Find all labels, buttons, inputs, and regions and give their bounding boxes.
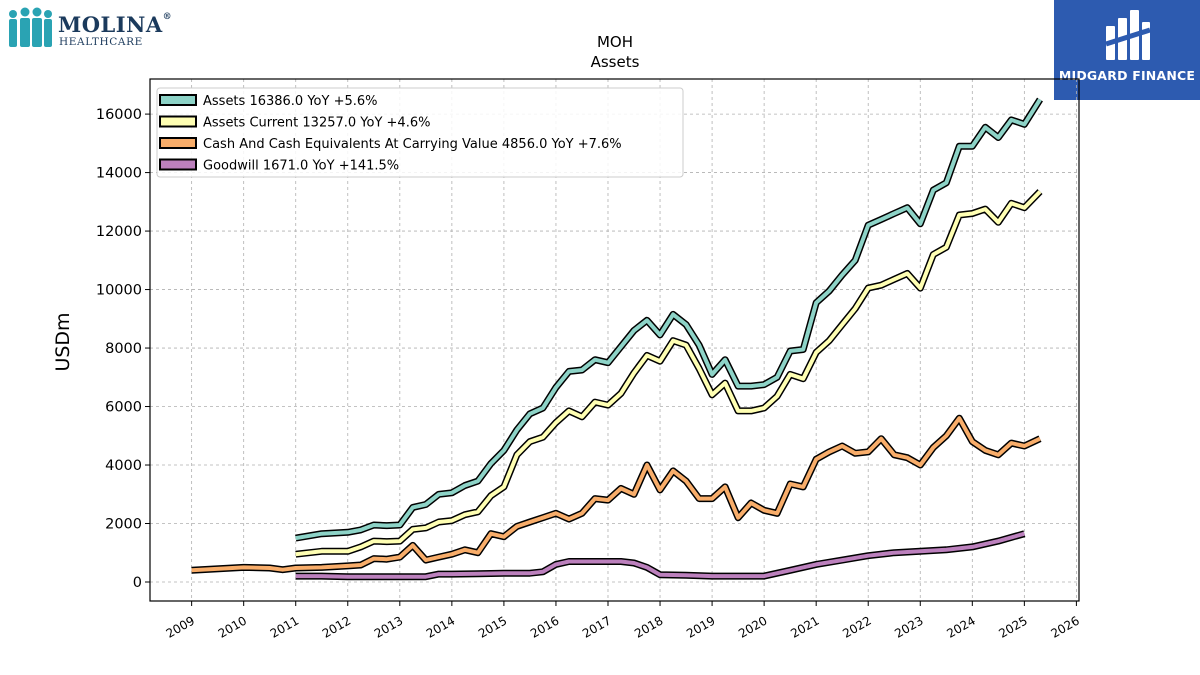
y-tick-label: 4000 (105, 458, 142, 474)
x-tick-label: 2015 (476, 613, 509, 640)
x-tick-label: 2026 (1048, 613, 1081, 640)
x-tick-label: 2010 (216, 613, 249, 640)
x-tick-label: 2023 (892, 613, 925, 640)
chart-title: MOH (597, 33, 633, 51)
y-tick-label: 10000 (96, 283, 142, 299)
legend-label: Assets Current 13257.0 YoY +4.6% (203, 116, 430, 131)
series-line (295, 190, 1042, 557)
y-tick-label: 2000 (105, 517, 142, 533)
midgard-logo: MIDGARD FINANCE (1054, 0, 1200, 100)
series-goodwill (295, 530, 1026, 581)
legend-label: Goodwill 1671.0 YoY +141.5% (203, 159, 399, 174)
y-tick-label: 0 (133, 575, 142, 591)
molina-logo-name: MOLINA® (58, 12, 173, 37)
x-tick-label: 2021 (788, 613, 821, 640)
y-tick-label: 8000 (105, 341, 142, 357)
series-assets (295, 97, 1043, 542)
x-tick-label: 2022 (840, 613, 873, 640)
molina-logo: MOLINA® HEALTHCARE (6, 6, 172, 50)
plot-frame (149, 78, 1080, 602)
x-tick-label: 2014 (424, 613, 457, 640)
midgard-logo-text: MIDGARD FINANCE (1058, 68, 1196, 83)
legend: Assets 16386.0 YoY +5.6% Assets Current 1… (156, 87, 684, 178)
legend-label: Cash And Cash Equivalents At Carrying Va… (203, 137, 622, 152)
legend-swatch (159, 137, 197, 149)
y-axis-label: USDm (52, 312, 74, 371)
legend-box (156, 87, 684, 178)
x-tick-label: 2013 (372, 613, 405, 640)
legend-swatch (159, 115, 197, 128)
x-tick-label: 2024 (944, 613, 977, 640)
midgard-mark-icon (1105, 10, 1151, 60)
series-assets-current (295, 189, 1043, 558)
legend-swatch (159, 94, 197, 106)
x-tick-label: 2011 (268, 613, 301, 640)
y-tick-label: 16000 (96, 107, 142, 123)
series-line (191, 416, 1041, 573)
x-tick-label: 2012 (320, 613, 353, 640)
series-line (295, 531, 1025, 579)
series-line (295, 98, 1042, 541)
x-tick-label: 2017 (580, 613, 613, 640)
molina-people-icon (9, 7, 52, 47)
legend-label: Assets 16386.0 YoY +5.6% (203, 94, 378, 109)
x-axis-ticks: 2009 2010 2011 2012 2013 2014 2015 2016 2017 2018… (164, 601, 1082, 641)
x-tick-label: 2009 (164, 613, 197, 640)
series-line-outline (295, 189, 1043, 558)
y-tick-label: 6000 (105, 400, 142, 416)
x-tick-label: 2019 (684, 613, 717, 640)
y-axis-ticks: 0 2000 4000 6000 8000 10000 12000 14000 16000 (96, 107, 150, 591)
x-tick-label: 2018 (632, 613, 665, 640)
x-tick-label: 2025 (996, 613, 1029, 640)
series-lines (191, 97, 1043, 581)
molina-logo-subtitle: HEALTHCARE (59, 36, 143, 48)
y-tick-label: 12000 (96, 224, 142, 240)
legend-swatch (159, 158, 197, 171)
x-tick-label: 2016 (528, 613, 561, 640)
chart-subtitle: Assets (591, 53, 640, 71)
series-cash-and-cash-equivalents-at-carrying-value (191, 414, 1042, 574)
x-tick-label: 2020 (736, 613, 769, 640)
y-tick-label: 14000 (96, 166, 142, 182)
